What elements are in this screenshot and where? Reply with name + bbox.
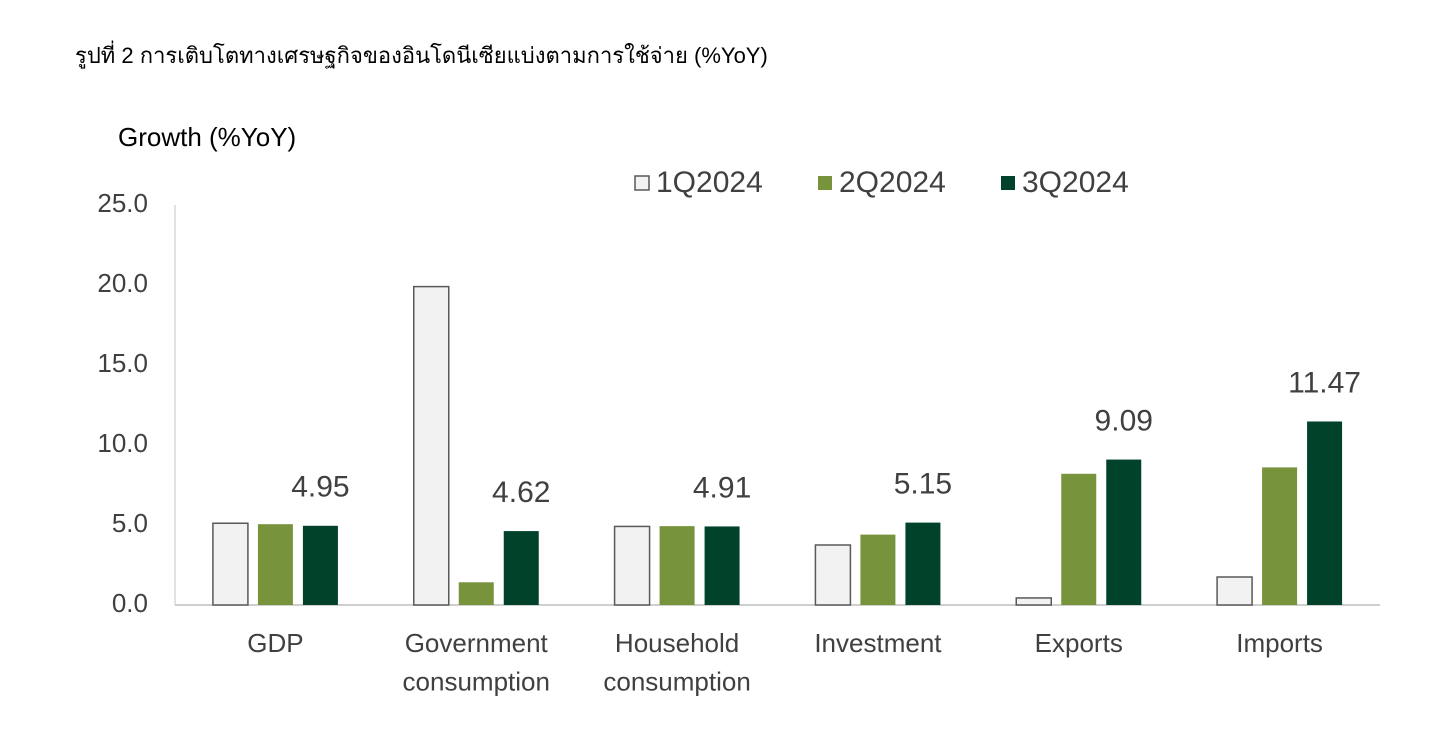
x-tick-label: Exports [1035,628,1123,658]
bar [1216,576,1253,606]
y-axis-label: Growth (%YoY) [118,122,296,152]
legend-label: 3Q2024 [1022,166,1129,199]
bar [814,544,852,606]
legend-swatch [634,175,650,191]
bar [905,522,941,605]
x-tick-label: Investment [814,628,942,658]
x-tick-label: GDP [247,628,303,658]
legend-swatch [818,176,832,190]
bar [302,525,338,605]
y-tick-label: 5.0 [112,508,148,538]
bar [704,526,740,605]
bar [1262,467,1298,605]
bar [1015,597,1052,606]
bar [613,525,651,606]
bar [860,534,896,605]
y-tick-label: 0.0 [112,588,148,618]
bar [458,582,494,605]
data-label: 4.95 [291,471,349,504]
y-tick-label: 20.0 [97,268,148,298]
data-label: 4.62 [492,476,550,509]
legend-label: 1Q2024 [656,166,763,199]
bar [659,526,695,605]
y-tick-label: 15.0 [97,348,148,378]
bar [257,524,293,605]
bar [1307,421,1343,605]
y-tick-label: 25.0 [97,188,148,218]
bar [1061,473,1097,605]
x-tick-label: Government consumption [403,628,550,696]
bar [212,522,249,606]
chart-title: รูปที่ 2 การเติบโตทางเศรษฐกิจของอินโดนีเ… [75,40,768,69]
legend-label: 2Q2024 [839,166,946,199]
bar [413,285,450,606]
bar [503,531,539,605]
data-label: 9.09 [1095,404,1153,437]
x-tick-label: Imports [1236,628,1323,658]
y-tick-label: 10.0 [97,428,148,458]
legend-swatch [1001,176,1015,190]
data-label: 5.15 [894,468,952,501]
x-tick-label: Household consumption [603,628,750,696]
data-label: 4.91 [693,471,751,504]
data-label: 11.47 [1288,366,1361,399]
bar [1106,459,1142,605]
